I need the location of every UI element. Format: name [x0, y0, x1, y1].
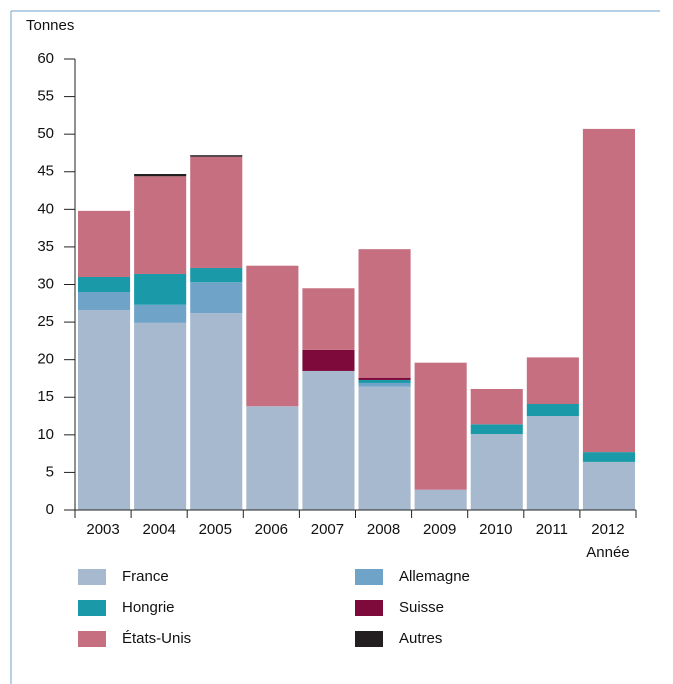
- y-tick-label: 15: [37, 388, 54, 405]
- legend-swatch: [355, 631, 383, 647]
- y-axis-label: Tonnes: [26, 17, 74, 34]
- bar-segment: [470, 424, 523, 435]
- x-tick-label: 2008: [367, 521, 400, 538]
- legend-swatch: [355, 569, 383, 585]
- bar-segment: [358, 377, 411, 380]
- bar-segment: [78, 310, 131, 510]
- x-tick-label: 2005: [199, 521, 232, 538]
- legend-label: Autres: [399, 630, 442, 647]
- legend-swatch: [78, 569, 106, 585]
- bar-segment: [246, 406, 299, 510]
- bar-segment: [358, 382, 411, 387]
- x-tick-label: 2004: [142, 521, 175, 538]
- y-tick-label: 25: [37, 313, 54, 330]
- bar-segment: [526, 357, 579, 405]
- y-tick-label: 60: [37, 50, 54, 67]
- bar-segment: [190, 267, 243, 283]
- y-tick-label: 20: [37, 351, 54, 368]
- legend-label: Suisse: [399, 599, 444, 616]
- legend-label: États-Unis: [122, 630, 191, 647]
- bar-segment: [134, 322, 187, 510]
- bar-segment: [582, 128, 635, 453]
- bar-segment: [246, 265, 299, 407]
- bar-segment: [302, 288, 355, 350]
- bar-segment: [582, 461, 635, 510]
- bar-segment: [358, 386, 411, 510]
- x-tick-label: 2006: [255, 521, 288, 538]
- bar-segment: [134, 176, 187, 274]
- bar-segment: [302, 370, 355, 510]
- bar-segment: [78, 292, 131, 311]
- x-tick-label: 2007: [311, 521, 344, 538]
- legend-label: Allemagne: [399, 568, 470, 585]
- legend-swatch: [355, 600, 383, 616]
- legend-swatch: [78, 600, 106, 616]
- x-tick-label: 2012: [591, 521, 624, 538]
- bar-segment: [134, 273, 187, 305]
- y-tick-label: 10: [37, 426, 54, 443]
- y-tick-label: 0: [46, 501, 54, 518]
- legend-label: Hongrie: [122, 599, 175, 616]
- bar-segment: [190, 155, 243, 157]
- y-tick-label: 5: [46, 463, 54, 480]
- bar-segment: [134, 304, 187, 323]
- y-tick-label: 55: [37, 88, 54, 105]
- bar-segment: [358, 249, 411, 378]
- bar-segment: [190, 313, 243, 510]
- bar-segment: [78, 210, 131, 277]
- x-tick-label: 2003: [86, 521, 119, 538]
- bar-segment: [358, 379, 411, 383]
- bar-segment: [190, 282, 243, 314]
- x-tick-label: 2009: [423, 521, 456, 538]
- x-tick-label: 2010: [479, 521, 512, 538]
- y-tick-label: 50: [37, 125, 54, 142]
- x-tick-label: 2011: [536, 521, 568, 538]
- y-tick-label: 35: [37, 238, 54, 255]
- bar-segment: [470, 434, 523, 510]
- bar-segment: [526, 416, 579, 510]
- legend-swatch: [78, 631, 106, 647]
- bar-segment: [190, 156, 243, 268]
- bar-segment: [134, 174, 187, 177]
- bar-segment: [582, 452, 635, 462]
- y-tick-label: 40: [37, 200, 54, 217]
- x-axis-label: Année: [586, 544, 629, 561]
- bar-segment: [414, 362, 467, 490]
- bar-segment: [470, 388, 523, 425]
- bar-segment: [414, 489, 467, 510]
- y-tick-label: 30: [37, 275, 54, 292]
- bar-segment: [78, 276, 131, 293]
- bar-segment: [526, 404, 579, 417]
- legend-label: France: [122, 568, 169, 585]
- y-tick-label: 45: [37, 163, 54, 180]
- bar-segment: [302, 349, 355, 371]
